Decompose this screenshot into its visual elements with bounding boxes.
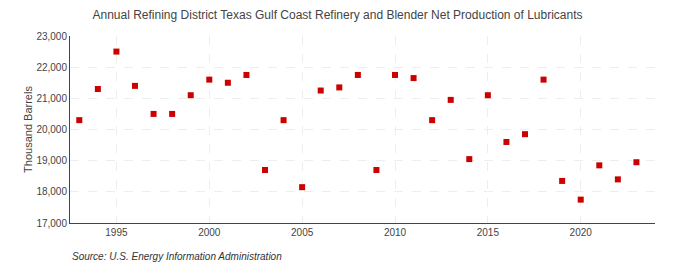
svg-text:Thousand Barrels: Thousand Barrels <box>22 86 34 173</box>
svg-text:22,000: 22,000 <box>36 62 67 73</box>
svg-text:21,000: 21,000 <box>36 93 67 104</box>
svg-text:Source: U.S. Energy Informatio: Source: U.S. Energy Information Administ… <box>72 251 282 262</box>
svg-text:17,000: 17,000 <box>36 218 67 229</box>
svg-text:Annual Refining District Texas: Annual Refining District Texas Gulf Coas… <box>92 8 582 22</box>
svg-text:2020: 2020 <box>570 227 593 238</box>
svg-text:18,000: 18,000 <box>36 186 67 197</box>
svg-text:2005: 2005 <box>291 227 314 238</box>
svg-text:2010: 2010 <box>384 227 407 238</box>
svg-text:1995: 1995 <box>105 227 128 238</box>
svg-text:2000: 2000 <box>198 227 221 238</box>
svg-text:20,000: 20,000 <box>36 124 67 135</box>
svg-text:19,000: 19,000 <box>36 155 67 166</box>
svg-text:23,000: 23,000 <box>36 31 67 42</box>
svg-text:2015: 2015 <box>477 227 500 238</box>
